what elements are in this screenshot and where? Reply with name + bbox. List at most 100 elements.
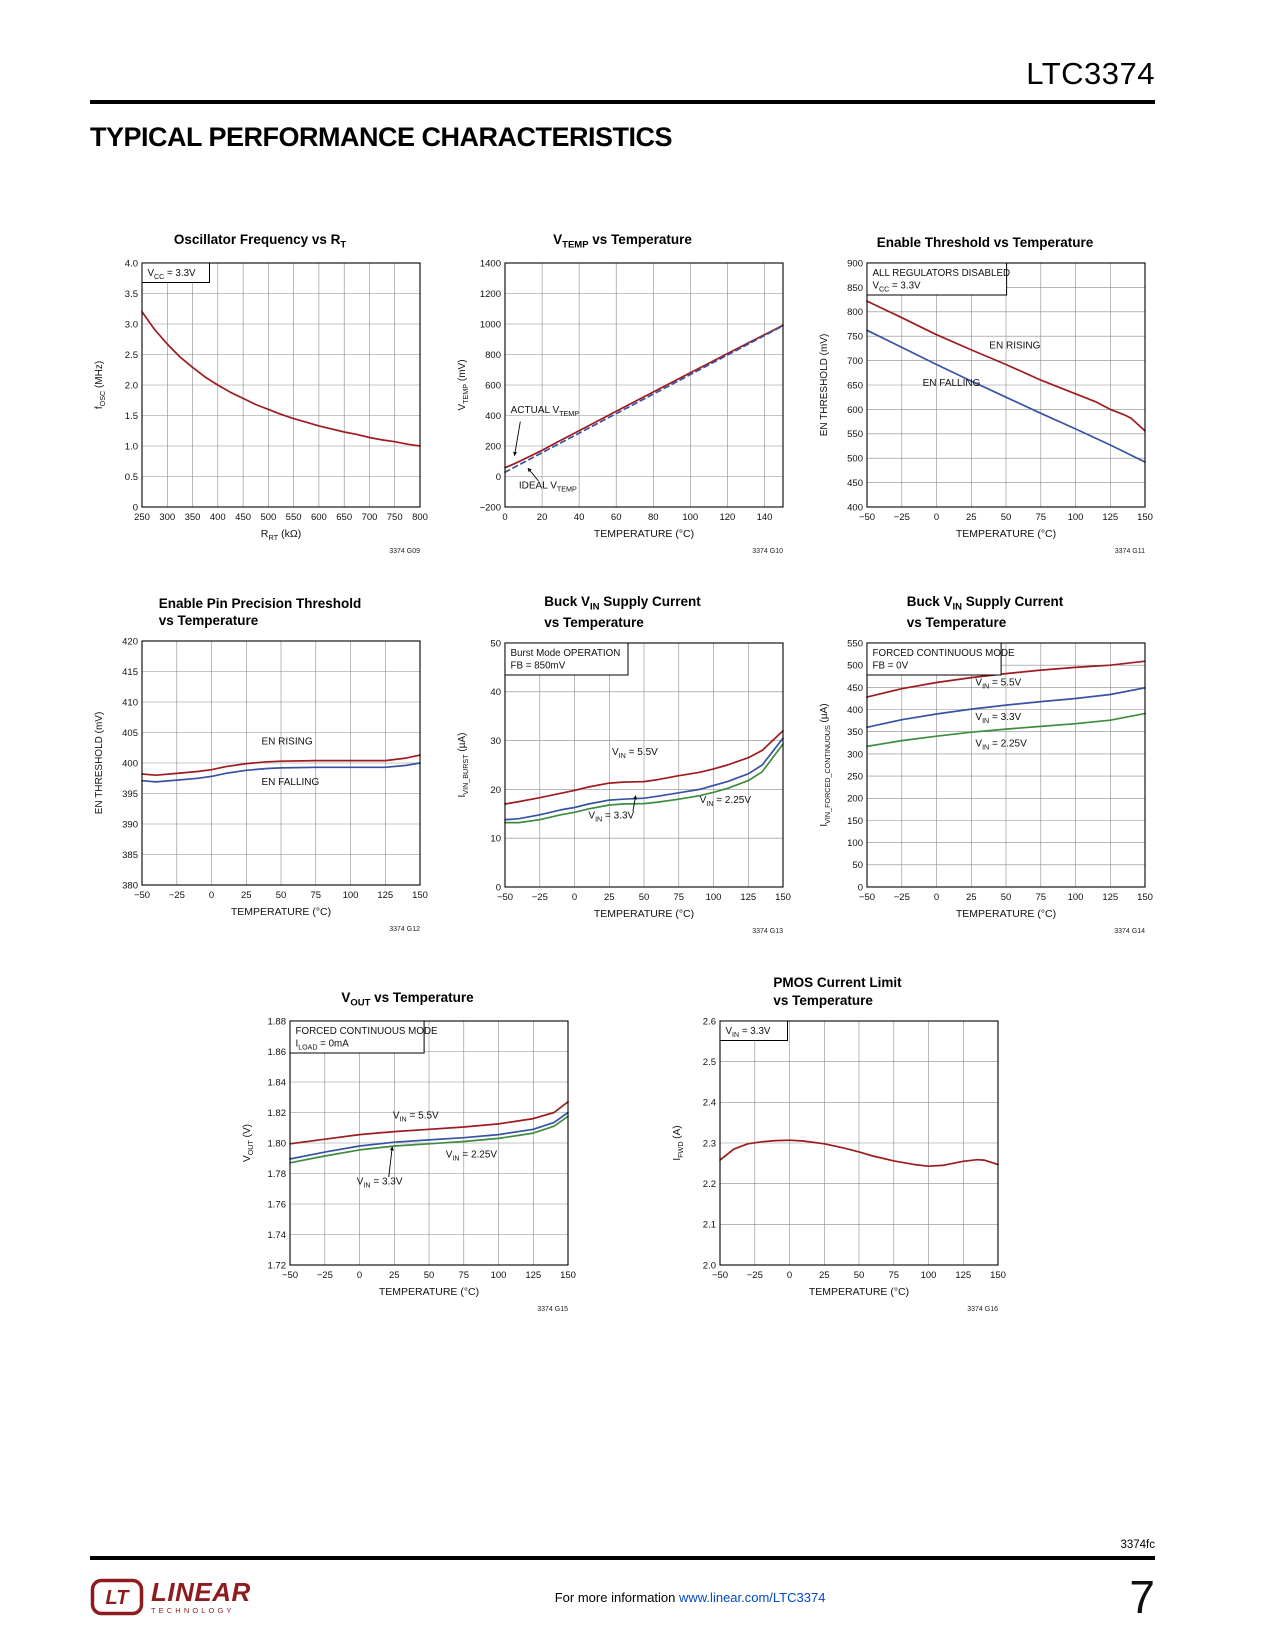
gridlines — [504, 642, 783, 887]
series-vin-5-5v — [288, 1100, 569, 1145]
x-tick-label: 0 — [934, 512, 939, 523]
x-tick-label: 50 — [1001, 892, 1012, 903]
y-tick-label: 40 — [490, 687, 501, 698]
y-tick-label: 1.76 — [267, 1199, 286, 1210]
chart-title: Enable Pin Precision Threshold vs Tempera… — [158, 595, 362, 629]
y-tick-label: 2.0 — [125, 380, 138, 391]
doc-code: 3374fc — [1120, 1539, 1155, 1551]
footer-info: For more information www.linear.com/LTC3… — [251, 1590, 1130, 1605]
x-tick-label: 80 — [648, 512, 659, 523]
y-tick-label: 1200 — [479, 289, 500, 300]
annotation-box — [866, 262, 1008, 296]
x-tick-label: −50 — [134, 890, 150, 901]
x-tick-label: 0 — [571, 892, 576, 903]
x-axis-label: TEMPERATURE (°C) — [956, 528, 1056, 540]
annotation-v-in-2-25v: VIN = 2.25V — [975, 738, 1027, 751]
x-tick-label: 125 — [525, 1270, 541, 1281]
y-tick-label: 3.0 — [125, 319, 138, 330]
x-tick-label: 100 — [682, 512, 698, 523]
x-tick-label: 75 — [311, 890, 322, 901]
series-en-rising — [866, 300, 1146, 432]
plot-border — [288, 1020, 569, 1266]
x-tick-label: 500 — [260, 512, 276, 523]
x-tick-label: −50 — [496, 892, 512, 903]
x-tick-label: 50 — [423, 1270, 434, 1281]
x-tick-label: 700 — [362, 512, 378, 523]
y-tick-label: 300 — [847, 749, 863, 760]
y-tick-label: 700 — [847, 356, 863, 367]
footer-link[interactable]: www.linear.com/LTC3374 — [679, 1589, 826, 1605]
y-tick-label: 2.4 — [702, 1097, 715, 1108]
x-tick-label: 550 — [286, 512, 302, 523]
x-axis-label: TEMPERATURE (°C) — [378, 1286, 478, 1298]
annotation-en-rising: EN RISING — [262, 737, 313, 748]
chart-canvas: −50 −25 0 25 50 75 100 125 150 1.72 1.74 1.76 1.78 1.… — [242, 1016, 576, 1313]
x-tick-label: 300 — [159, 512, 175, 523]
gridlines — [504, 262, 783, 508]
gridlines — [866, 262, 1146, 508]
x-tick-label: 0 — [786, 1270, 791, 1281]
y-tick-label: 550 — [847, 638, 863, 649]
annotation-box-line: VCC = 3.3V — [148, 268, 197, 281]
y-tick-label: 750 — [847, 332, 863, 343]
chart-oscillator-frequency-vs-rt: Oscillator Frequency vs RT 250 300 350 400 45… — [90, 215, 430, 567]
x-tick-label: −25 — [894, 512, 910, 523]
annotation-box — [289, 1020, 425, 1054]
y-tick-label: 395 — [122, 789, 138, 800]
x-axis-label: TEMPERATURE (°C) — [593, 908, 693, 920]
x-tick-label: 25 — [241, 890, 252, 901]
annotation-v-in-5-5v: VIN = 5.5V — [612, 747, 658, 760]
series-vin-5-5v — [866, 659, 1146, 698]
x-axis-label: RRT (kΩ) — [261, 528, 302, 542]
chart-enable-pin-precision-threshold: Enable Pin Precision Threshold vs Tempera… — [90, 593, 430, 947]
x-tick-label: 150 — [990, 1270, 1006, 1281]
y-tick-label: 385 — [122, 850, 138, 861]
plot-border — [503, 262, 784, 508]
x-tick-label: 40 — [573, 512, 584, 523]
y-tick-label: 2.3 — [702, 1138, 715, 1149]
x-tick-label: −50 — [281, 1270, 297, 1281]
annotation-actual-v-temp: ACTUAL VTEMP — [510, 405, 579, 418]
series-vin-2-25v — [866, 712, 1146, 747]
y-tick-label: 1000 — [479, 319, 500, 330]
x-tick-label: 0 — [209, 890, 214, 901]
annotation-v-in-5-5v: VIN = 5.5V — [392, 1110, 438, 1123]
chart-ref: 3374 G11 — [1115, 548, 1145, 555]
x-tick-label: 75 — [888, 1270, 899, 1281]
x-tick-label: 450 — [235, 512, 251, 523]
y-tick-label: 1.84 — [267, 1077, 286, 1088]
annotation-box-line: Burst Mode OPERATION — [510, 648, 620, 659]
chart-title: Oscillator Frequency vs RT — [173, 231, 347, 251]
y-tick-label: 2.5 — [125, 350, 138, 361]
y-tick-label: 4.0 — [125, 258, 138, 269]
x-tick-label: 50 — [853, 1270, 864, 1281]
annotation-en-falling: EN FALLING — [923, 378, 981, 389]
annotation-box — [719, 1020, 788, 1041]
chart-ref: 3374 G09 — [389, 548, 420, 555]
chart-ref: 3374 G16 — [967, 1306, 998, 1313]
y-axis-label: EN THRESHOLD (mV) — [94, 712, 105, 815]
x-tick-label: −25 — [894, 892, 910, 903]
x-tick-label: 125 — [1102, 512, 1118, 523]
y-tick-label: 30 — [490, 736, 501, 747]
x-tick-label: 25 — [819, 1270, 830, 1281]
series-en-falling — [141, 762, 421, 783]
chart-vtemp-vs-temperature: VTEMP vs Temperature 0 20 40 60 80 100 120 140 −2… — [453, 215, 793, 567]
annotation-en-rising: EN RISING — [989, 340, 1040, 351]
y-tick-label: 420 — [122, 636, 138, 647]
chart-canvas: 250 300 350 400 450 500 550 600 650 700 750 800 0 0.5… — [94, 258, 428, 555]
series-vin-2-25v — [288, 1115, 569, 1164]
y-tick-label: 200 — [847, 793, 863, 804]
x-tick-label: 250 — [134, 512, 150, 523]
lt-logo-monogram: LT — [106, 1587, 131, 1609]
chart-ref: 3374 G15 — [537, 1306, 568, 1313]
annotation-arrowhead — [389, 1146, 394, 1151]
plot-border — [503, 642, 784, 888]
plot-border — [718, 1020, 999, 1266]
y-axis-label: VOUT (V) — [242, 1124, 255, 1162]
series-actual-vtemp — [503, 324, 784, 469]
y-tick-label: 390 — [122, 819, 138, 830]
y-tick-label: 0 — [495, 882, 500, 893]
x-tick-label: 125 — [377, 890, 393, 901]
